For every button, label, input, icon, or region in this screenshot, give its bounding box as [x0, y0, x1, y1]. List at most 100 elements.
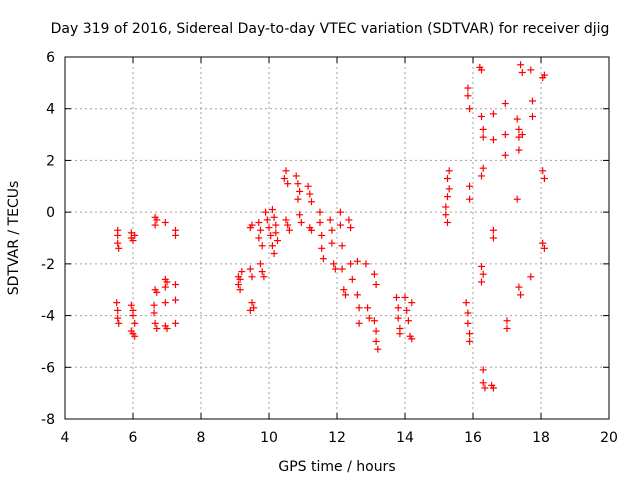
- x-tick-label: 4: [61, 430, 70, 446]
- data-point: [517, 291, 525, 299]
- data-point: [464, 92, 472, 100]
- x-tick-label: 10: [260, 430, 278, 446]
- data-point: [161, 283, 169, 291]
- data-point: [258, 268, 266, 276]
- data-point: [153, 325, 161, 332]
- data-point: [246, 306, 254, 314]
- data-point: [255, 218, 263, 226]
- data-point: [161, 299, 169, 307]
- data-point: [374, 345, 382, 353]
- data-point: [151, 319, 159, 327]
- data-point: [370, 270, 378, 278]
- y-tick-label: 0: [46, 205, 55, 221]
- data-point: [172, 296, 179, 304]
- data-point: [338, 242, 346, 250]
- data-point: [529, 112, 536, 120]
- x-tick-label: 16: [464, 430, 482, 446]
- y-tick-label: 4: [46, 102, 55, 118]
- data-point: [466, 330, 474, 338]
- data-point: [330, 260, 338, 268]
- data-point: [478, 112, 485, 120]
- data-point: [258, 242, 266, 250]
- data-point: [464, 84, 472, 92]
- data-point: [150, 301, 158, 309]
- data-point: [342, 291, 349, 299]
- data-point: [265, 224, 273, 232]
- data-point: [248, 273, 256, 281]
- data-point: [114, 306, 122, 314]
- data-point: [131, 231, 139, 239]
- data-point: [362, 260, 370, 268]
- data-point: [255, 234, 263, 242]
- data-point: [396, 330, 404, 338]
- data-point: [370, 317, 378, 325]
- data-point: [151, 221, 159, 229]
- data-point: [489, 226, 497, 234]
- data-point: [234, 281, 242, 289]
- data-point: [445, 185, 453, 193]
- data-point: [113, 299, 121, 307]
- data-point: [163, 278, 171, 286]
- data-point: [347, 224, 355, 232]
- data-point: [464, 309, 472, 317]
- data-point: [163, 325, 171, 332]
- data-point: [394, 314, 402, 322]
- data-point: [466, 337, 474, 345]
- data-point: [129, 330, 137, 338]
- x-tick-label: 18: [532, 430, 550, 446]
- data-point: [284, 180, 292, 188]
- x-tick-label: 6: [129, 430, 138, 446]
- data-point: [372, 337, 380, 345]
- data-point: [319, 255, 327, 263]
- data-point: [294, 180, 302, 188]
- data-point: [372, 281, 380, 289]
- data-point: [282, 167, 290, 175]
- data-point: [347, 260, 355, 268]
- data-point: [462, 299, 470, 307]
- data-point: [280, 175, 288, 183]
- data-point: [236, 286, 244, 294]
- data-point: [479, 125, 487, 133]
- data-point: [318, 244, 326, 252]
- data-point: [326, 216, 334, 224]
- data-point: [478, 262, 485, 270]
- data-point: [292, 172, 300, 180]
- data-point: [336, 221, 344, 229]
- data-point: [365, 314, 373, 322]
- data-point: [540, 244, 548, 252]
- data-point: [364, 304, 372, 312]
- data-point: [272, 229, 280, 237]
- data-point: [296, 187, 304, 195]
- data-point: [115, 319, 123, 327]
- data-point: [236, 275, 244, 283]
- data-point: [316, 218, 324, 226]
- data-point: [260, 273, 268, 281]
- data-point: [285, 226, 293, 234]
- data-point: [529, 97, 536, 105]
- data-point: [153, 288, 161, 296]
- data-point: [503, 325, 511, 332]
- y-tick-label: -2: [41, 257, 55, 273]
- data-point: [466, 182, 474, 190]
- data-point: [336, 208, 344, 216]
- data-point: [445, 167, 453, 175]
- data-point: [114, 231, 122, 239]
- data-point: [306, 190, 314, 198]
- axes: 4 6 8 10 12 14 16 18 20 -8 -6 -4 -2 0 2 4 6: [41, 50, 618, 446]
- data-point: [489, 110, 497, 118]
- data-point: [348, 275, 356, 283]
- data-point: [539, 239, 547, 247]
- data-point: [131, 319, 139, 327]
- data-point: [540, 71, 548, 79]
- data-point: [478, 172, 485, 180]
- data-point: [129, 312, 137, 320]
- data-point: [444, 193, 451, 201]
- data-point: [518, 131, 526, 139]
- data-point: [479, 366, 487, 374]
- data-point: [129, 237, 137, 245]
- data-point: [478, 278, 485, 286]
- data-point: [489, 234, 497, 242]
- x-axis-label: GPS time / hours: [278, 459, 395, 475]
- y-axis-label: SDTVAR / TECUs: [6, 181, 22, 296]
- data-point: [355, 319, 363, 327]
